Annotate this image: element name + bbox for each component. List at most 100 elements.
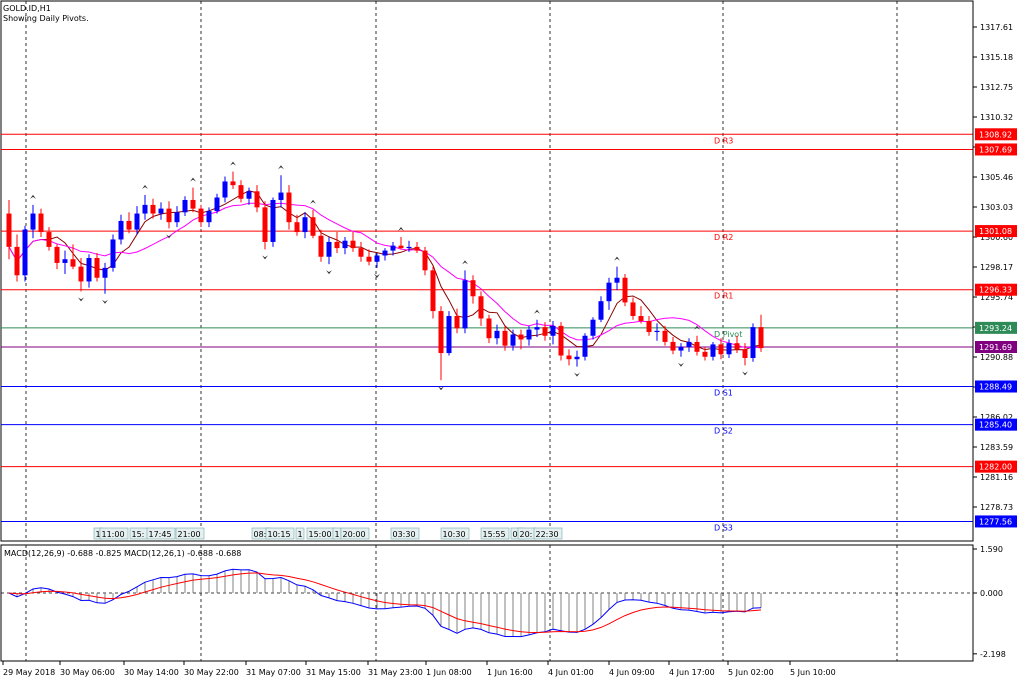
fractal-down-arrow: [678, 362, 684, 367]
price-tick-label: 1281.16: [980, 473, 1013, 482]
price-tick-label: 1300.60: [980, 233, 1013, 242]
candle-body: [118, 220, 124, 240]
time-tag-text: 10:30: [443, 530, 466, 539]
time-tag-text: 21:00: [178, 530, 201, 539]
candle-body: [270, 199, 276, 242]
candle-body: [190, 199, 196, 209]
candles: [6, 171, 764, 381]
candle-body: [510, 334, 516, 346]
time-tick-label: 4 Jun 09:00: [609, 668, 655, 677]
candle-body: [646, 320, 652, 333]
pivot-level-name: D S1: [714, 389, 733, 398]
fractal-down-arrow: [574, 372, 580, 377]
price-tick-label: 1305.46: [980, 173, 1013, 182]
candle-body: [662, 330, 668, 342]
fractal-up-arrow: [310, 199, 316, 204]
time-tag-text: 17:45: [149, 530, 172, 539]
pivot-level-name: D R3: [714, 136, 733, 145]
price-tick-label: 1317.61: [980, 23, 1013, 32]
time-axis: 29 May 2018 30 May 06:00 30 May 14:00 30 Ma…: [2, 661, 836, 677]
candle-body: [454, 316, 460, 329]
candle-body: [294, 222, 300, 233]
candle-body: [550, 325, 556, 336]
macd-line: [8, 568, 762, 638]
candle-body: [14, 246, 20, 276]
candle-body: [6, 213, 12, 247]
pivot-price-tags: 1308.92 1307.69 1301.08 1296.33 1293.24 1291.…: [975, 128, 1017, 528]
candle-body: [494, 330, 500, 339]
candle-body: [534, 327, 540, 330]
price-tick-label: 1283.59: [980, 443, 1013, 452]
time-tag-text: 22:30: [536, 530, 559, 539]
fractal-up-arrow: [278, 165, 284, 170]
macd-gridlines: [25, 545, 898, 661]
pivot-price-tag: [975, 321, 1017, 334]
time-tag-box: [340, 527, 370, 540]
price-tick-label: 1290.88: [980, 353, 1013, 362]
candle-body: [430, 270, 436, 312]
candle-body: [214, 197, 220, 212]
time-tag-text: 08:: [254, 530, 267, 539]
fractal-down-arrow: [78, 297, 84, 302]
fractal-up-arrow: [230, 161, 236, 166]
pivot-price-tag: [975, 128, 1017, 141]
fractal-down-arrow: [326, 270, 332, 275]
candle-body: [598, 301, 604, 320]
candle-body: [30, 213, 36, 230]
time-tag-text: 10:15: [268, 530, 291, 539]
candle-body: [582, 335, 588, 357]
pivot-price-tag: [975, 418, 1017, 431]
candle-body: [686, 341, 692, 347]
time-tag-text: 20:00: [343, 530, 366, 539]
price-tick-label: 1310.32: [980, 113, 1013, 122]
time-tick-label: 1 Jun 16:00: [487, 668, 533, 677]
time-tag-box: [480, 527, 510, 540]
candle-body: [102, 267, 108, 278]
candle-body: [638, 316, 644, 321]
fractal-down-arrow: [438, 386, 444, 391]
pivot-price-tag-text: 1282.00: [979, 463, 1012, 472]
symbol-title: GOLD.ID,H1: [3, 4, 51, 13]
macd-panel-frame: [0, 544, 974, 662]
candle-body: [758, 327, 764, 349]
pivot-price-tag-text: 1293.24: [979, 324, 1012, 333]
pivot-level-name: D R2: [714, 233, 733, 242]
time-tag-text: 20:: [520, 530, 533, 539]
fractal-up-arrow: [534, 309, 540, 314]
signal-line: [8, 572, 762, 634]
fractal-arrows: [30, 161, 748, 391]
time-tick-label: 5 Jun 02:00: [728, 668, 774, 677]
price-tick-label: 1298.17: [980, 263, 1013, 272]
candle-body: [502, 330, 508, 346]
time-tick-label: 1 Jun 08:00: [426, 668, 472, 677]
candle-body: [310, 217, 316, 236]
time-tag-box: [295, 527, 305, 540]
pivot-price-tag-text: 1307.69: [979, 145, 1012, 154]
candle-body: [398, 245, 404, 249]
fractal-down-arrow: [742, 371, 748, 376]
pivot-price-tag-text: 1277.56: [979, 517, 1012, 526]
time-tick-label: 4 Jun 17:00: [669, 668, 715, 677]
time-tag-text: 1: [298, 530, 303, 539]
candle-body: [70, 259, 76, 267]
fractal-up-arrow: [694, 325, 700, 330]
candle-body: [262, 207, 268, 242]
fractal-down-arrow: [166, 234, 172, 239]
candle-body: [446, 316, 452, 354]
time-tag-text: 00: [513, 530, 523, 539]
time-tick-label: 30 May 22:00: [184, 668, 239, 677]
fractal-up-arrow: [30, 194, 36, 199]
candle-body: [462, 280, 468, 329]
macd-axis: 1.590 0.000 -2.198: [972, 545, 1006, 661]
time-tag-text: 1: [335, 530, 340, 539]
vertical-gridlines: [25, 1, 898, 541]
candle-body: [254, 191, 260, 208]
candle-body: [478, 296, 484, 319]
time-tag-text: 03:30: [393, 530, 416, 539]
pivot-level-name: D R1: [714, 292, 733, 301]
pivot-level-name: D S2: [714, 427, 733, 436]
candle-body: [750, 327, 756, 358]
candle-body: [94, 257, 100, 278]
candle-body: [46, 232, 52, 247]
